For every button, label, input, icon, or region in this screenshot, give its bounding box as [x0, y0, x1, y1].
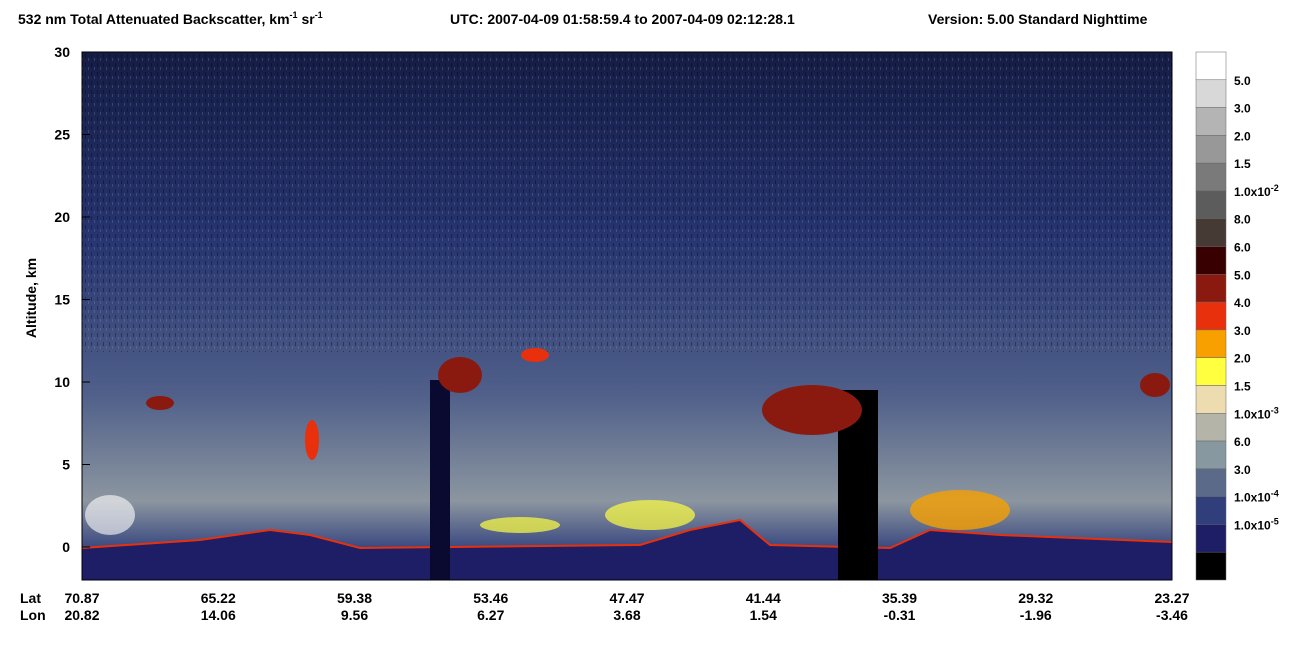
colorbar-label: 1.0x10-4: [1234, 489, 1279, 505]
x-tick-label: 35.39: [882, 590, 917, 606]
y-tick-label: 15: [54, 292, 70, 308]
colorbar-label-text: 1.0x10: [1234, 491, 1271, 505]
y-tick-label: 0: [62, 539, 70, 555]
colorbar-label-text: 2.0: [1234, 352, 1251, 366]
title-text: 532 nm Total Attenuated Backscatter, km: [18, 11, 290, 27]
title-superscript: -1: [290, 10, 298, 20]
colorbar-label: 1.0x10-2: [1234, 183, 1279, 199]
title-text: sr: [298, 11, 316, 27]
colorbar-label-text: 5.0: [1234, 74, 1251, 88]
colorbar-label: 1.0x10-3: [1234, 405, 1279, 421]
colorbar-label-text: 4.0: [1234, 296, 1251, 310]
colorbar-label-superscript: -4: [1271, 489, 1279, 499]
x-tick-label: -0.31: [884, 607, 916, 623]
colorbar-swatch: [1195, 51, 1227, 81]
colorbar-swatch: [1195, 551, 1227, 581]
plot-frame: [81, 51, 1173, 581]
colorbar-swatch: [1195, 246, 1227, 275]
colorbar-label: 2.0: [1234, 352, 1251, 366]
x-tick-label: 3.68: [613, 607, 640, 623]
colorbar-swatch: [1195, 218, 1227, 247]
y-axis-label: Altitude, km: [23, 258, 39, 338]
x-tick-label: 59.38: [337, 590, 372, 606]
colorbar-swatch: [1195, 329, 1227, 358]
colorbar-swatch: [1195, 357, 1227, 386]
colorbar-label: 1.0x10-5: [1234, 516, 1279, 532]
colorbar-label: 1.5: [1234, 157, 1251, 171]
colorbar-label: 5.0: [1234, 74, 1251, 88]
title-utc: UTC: 2007-04-09 01:58:59.4 to 2007-04-09…: [450, 11, 795, 27]
x-tick-label: 29.32: [1018, 590, 1053, 606]
colorbar-label: 8.0: [1234, 213, 1251, 227]
x-tick-label: -1.96: [1020, 607, 1052, 623]
colorbar-label-text: 1.0x10: [1234, 407, 1271, 421]
y-tick-label: 20: [54, 209, 70, 225]
colorbar-label: 2.0: [1234, 129, 1251, 143]
title-superscript: -1: [315, 10, 323, 20]
colorbar-swatch: [1195, 440, 1227, 470]
colorbar-swatch: [1195, 468, 1227, 497]
colorbar-label: 4.0: [1234, 296, 1251, 310]
colorbar-swatch: [1195, 107, 1227, 136]
colorbar-label: 3.0: [1234, 324, 1251, 338]
colorbar-label-text: 1.5: [1234, 157, 1251, 171]
x-tick-label: 47.47: [609, 590, 644, 606]
colorbar-label-text: 5.0: [1234, 268, 1251, 282]
colorbar-label: 1.5: [1234, 379, 1251, 393]
colorbar-label-text: 2.0: [1234, 129, 1251, 143]
colorbar-label: 3.0: [1234, 463, 1251, 477]
title-version: Version: 5.00 Standard Nighttime: [928, 11, 1148, 27]
colorbar-label-text: 3.0: [1234, 102, 1251, 116]
x-tick-label: 9.56: [341, 607, 368, 623]
x-tick-label: 41.44: [746, 590, 781, 606]
colorbar-swatch: [1195, 385, 1227, 414]
colorbar-label-text: 3.0: [1234, 463, 1251, 477]
colorbar-swatch: [1195, 190, 1227, 219]
colorbar-label-text: 8.0: [1234, 213, 1251, 227]
colorbar-label-superscript: -3: [1271, 405, 1279, 415]
x-tick-label: 14.06: [201, 607, 236, 623]
colorbar-label-text: 1.5: [1234, 379, 1251, 393]
colorbar-swatch: [1195, 79, 1227, 108]
colorbar-swatch: [1195, 274, 1227, 303]
x-tick-label: 6.27: [477, 607, 504, 623]
colorbar-swatch: [1195, 135, 1227, 164]
y-tick-label: 30: [54, 44, 70, 60]
x-tick-label: 1.54: [750, 607, 777, 623]
y-tick-label: 10: [54, 374, 70, 390]
colorbar-label-text: 1.0x10: [1234, 185, 1271, 199]
x-tick-label: 65.22: [201, 590, 236, 606]
x-tick-label: 53.46: [473, 590, 508, 606]
colorbar-swatch: [1195, 496, 1227, 525]
colorbar-label: 6.0: [1234, 241, 1251, 255]
x-row-name: Lat: [20, 590, 41, 606]
colorbar-label-superscript: -5: [1271, 516, 1279, 526]
colorbar-swatch: [1195, 162, 1227, 192]
colorbar-label-text: 6.0: [1234, 435, 1251, 449]
colorbar-label: 6.0: [1234, 435, 1251, 449]
y-tick-label: 25: [54, 127, 70, 143]
colorbar-label: 3.0: [1234, 102, 1251, 116]
curtain-image: [81, 52, 1173, 580]
colorbar-swatch: [1195, 301, 1227, 331]
y-tick-label: 5: [62, 457, 70, 473]
colorbar-swatch: [1195, 413, 1227, 442]
colorbar-label-superscript: -2: [1271, 183, 1279, 193]
colorbar-label: 5.0: [1234, 268, 1251, 282]
x-tick-label: 70.87: [64, 590, 99, 606]
chart-title: 532 nm Total Attenuated Backscatter, km-…: [18, 10, 323, 27]
colorbar-label-text: 1.0x10: [1234, 518, 1271, 532]
colorbar-swatch: [1195, 524, 1227, 553]
x-tick-label: 20.82: [64, 607, 99, 623]
x-row-name: Lon: [20, 607, 46, 623]
x-tick-label: 23.27: [1154, 590, 1189, 606]
colorbar-label-text: 3.0: [1234, 324, 1251, 338]
x-tick-label: -3.46: [1156, 607, 1188, 623]
colorbar-label-text: 6.0: [1234, 241, 1251, 255]
